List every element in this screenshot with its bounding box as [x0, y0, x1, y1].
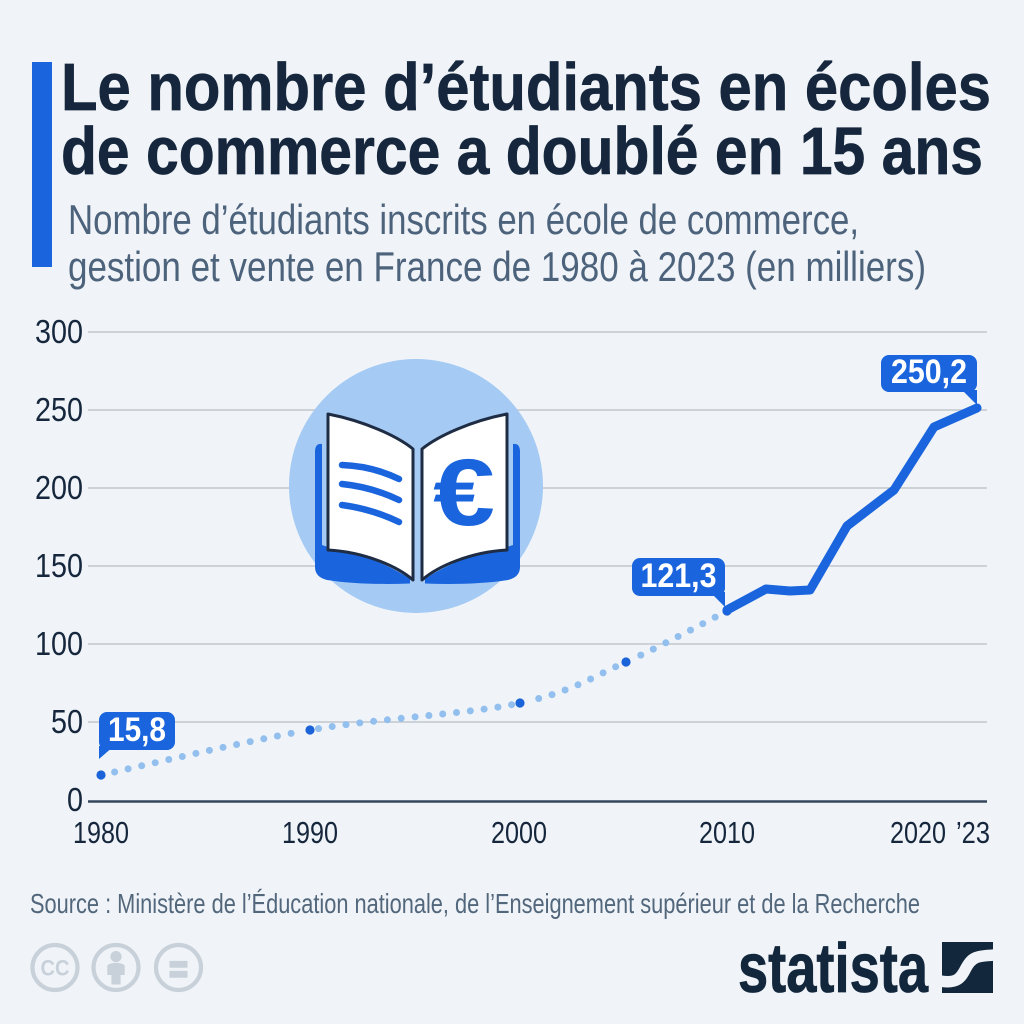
svg-text:Nombre d’étudiants inscrits en: Nombre d’étudiants inscrits en école de … — [68, 196, 859, 243]
svg-text:250,2: 250,2 — [891, 353, 967, 391]
svg-text:2000: 2000 — [491, 815, 547, 850]
svg-text:statista: statista — [738, 929, 929, 1007]
svg-text:0: 0 — [67, 781, 83, 818]
svg-text:CC: CC — [41, 956, 70, 981]
svg-text:100: 100 — [35, 625, 83, 662]
svg-text:50: 50 — [51, 703, 83, 740]
svg-text:gestion et vente en France de: gestion et vente en France de 1980 à 202… — [68, 243, 926, 290]
svg-text:Source : Ministère de l’Éducat: Source : Ministère de l’Éducation nation… — [30, 888, 920, 919]
svg-text:de commerce a doublé en 15 ans: de commerce a doublé en 15 ans — [61, 114, 983, 189]
svg-text:’23: ’23 — [956, 815, 990, 850]
svg-text:300: 300 — [35, 313, 83, 350]
svg-text:Le nombre d’étudiants en école: Le nombre d’étudiants en écoles — [61, 50, 991, 125]
svg-text:€: € — [433, 439, 495, 546]
svg-text:2010: 2010 — [699, 815, 755, 850]
svg-text:121,3: 121,3 — [641, 557, 717, 595]
svg-text:1980: 1980 — [73, 815, 129, 850]
svg-text:200: 200 — [35, 469, 83, 506]
svg-text:250: 250 — [35, 391, 83, 428]
svg-text:15,8: 15,8 — [108, 711, 166, 749]
svg-text:2020: 2020 — [890, 815, 946, 850]
svg-text:1990: 1990 — [282, 815, 338, 850]
svg-text:150: 150 — [35, 547, 83, 584]
